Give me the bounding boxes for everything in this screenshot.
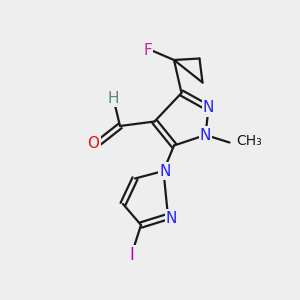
Text: I: I <box>130 246 134 264</box>
Text: N: N <box>159 164 171 178</box>
Text: N: N <box>203 100 214 116</box>
Text: O: O <box>88 136 100 152</box>
Text: F: F <box>143 44 152 59</box>
Text: N: N <box>166 211 177 226</box>
Text: CH₃: CH₃ <box>236 134 262 148</box>
Text: N: N <box>200 128 211 142</box>
Text: H: H <box>107 91 119 106</box>
